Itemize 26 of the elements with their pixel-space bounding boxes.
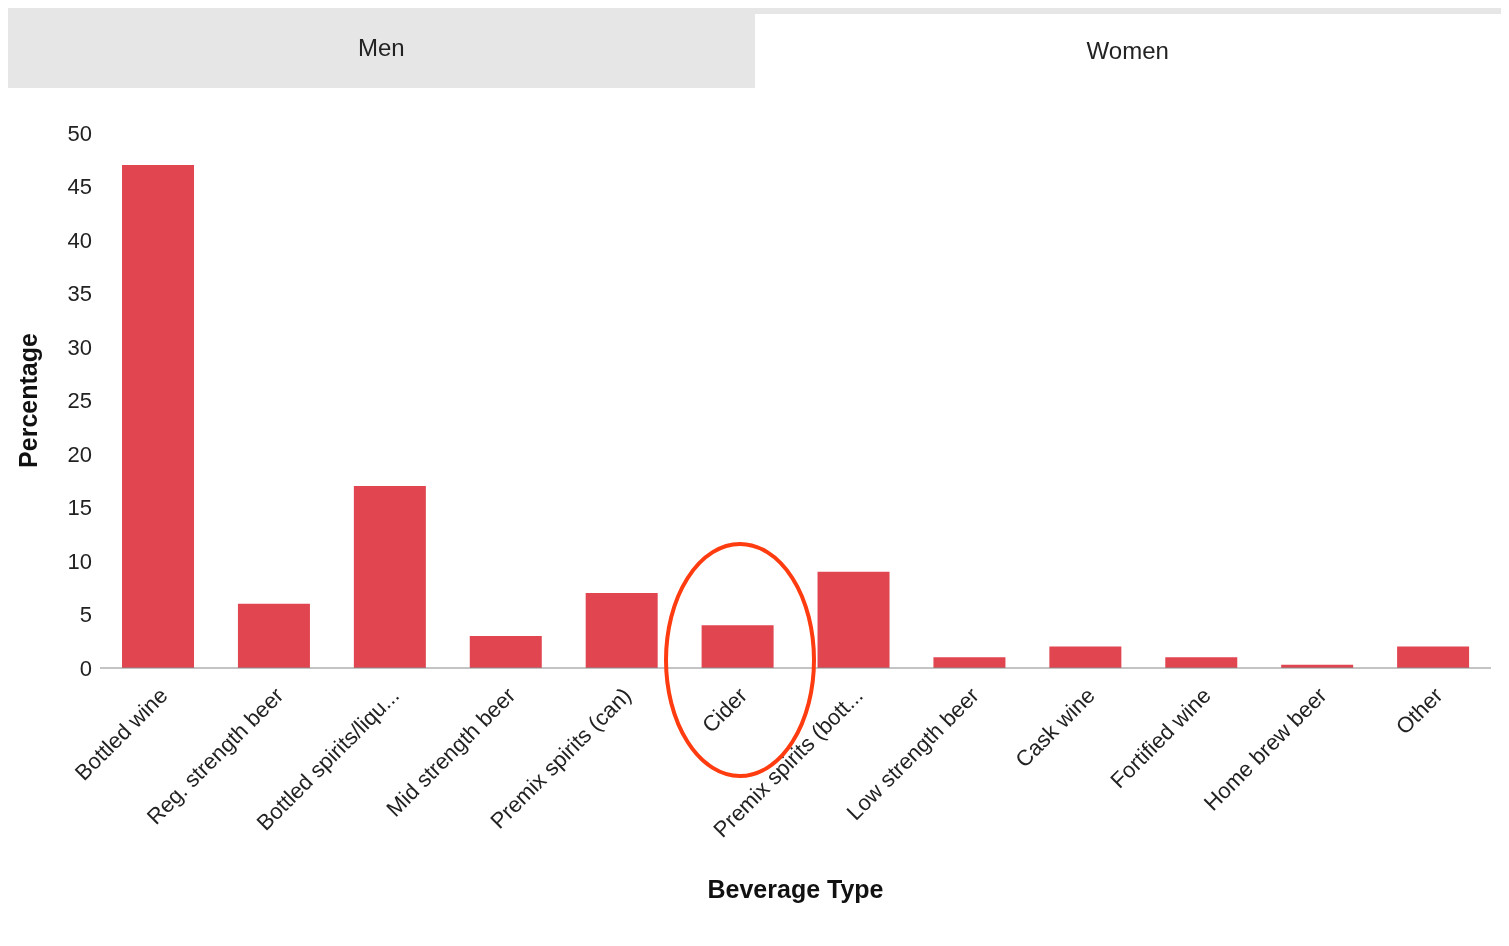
bar xyxy=(1049,646,1122,668)
bar xyxy=(1165,657,1238,668)
x-axis-title: Beverage Type xyxy=(707,875,884,903)
y-tick-label: 45 xyxy=(67,174,92,200)
bar xyxy=(122,165,195,668)
bar xyxy=(237,603,310,668)
bar xyxy=(701,625,774,668)
y-tick-label: 40 xyxy=(67,227,92,253)
y-tick-label: 10 xyxy=(67,548,92,574)
bar xyxy=(585,593,658,668)
y-tick-label: 0 xyxy=(79,655,92,681)
text: Men xyxy=(8,8,755,88)
y-tick-label: 20 xyxy=(67,441,92,467)
bar xyxy=(469,635,542,668)
y-tick-label: 25 xyxy=(67,388,92,414)
y-tick-label: 30 xyxy=(67,334,92,360)
bar xyxy=(817,571,890,668)
bar xyxy=(353,486,426,668)
y-axis-title: Percentage xyxy=(13,333,42,468)
y-tick-label: 15 xyxy=(67,495,92,521)
text: Women xyxy=(754,14,1501,88)
bar xyxy=(933,657,1006,668)
y-tick-label: 35 xyxy=(67,281,92,307)
bar xyxy=(1397,646,1470,668)
y-tick-label: 5 xyxy=(79,602,92,628)
y-tick-label: 50 xyxy=(67,120,92,146)
